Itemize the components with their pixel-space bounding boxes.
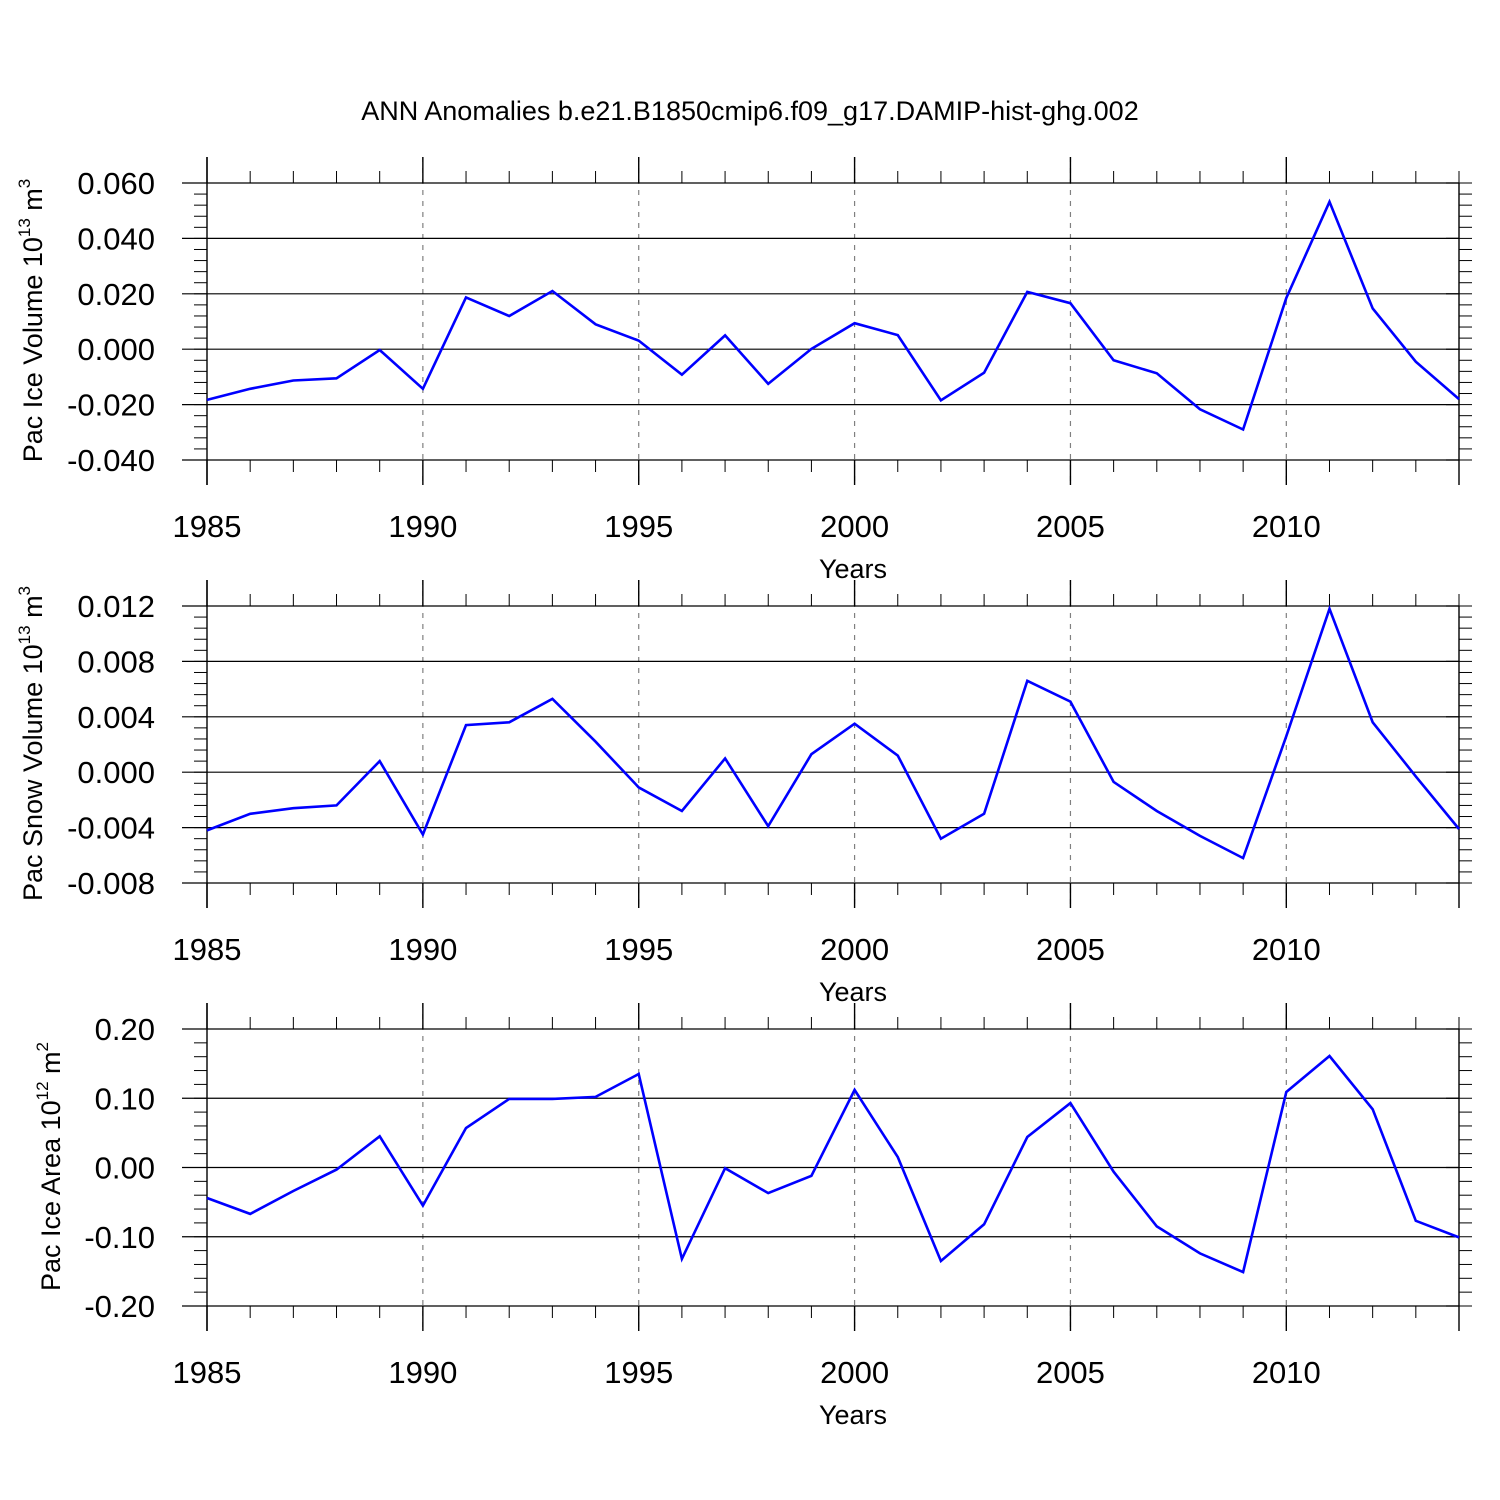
x-tick-label: 2000: [820, 1355, 889, 1390]
x-tick-label: 1995: [604, 932, 673, 967]
x-tick-label: 1990: [388, 1355, 457, 1390]
y-tick-label: 0.10: [95, 1081, 155, 1116]
panel-1: -0.040 -0.020 0.000 0.020 0.040 0.060 1985 1990…: [15, 157, 1472, 584]
x-tick-label: 1990: [388, 932, 457, 967]
y-tick-label: 0.040: [77, 221, 155, 256]
panel-2: -0.008 -0.004 0.000 0.004 0.008 0.012 1985 1990…: [15, 580, 1472, 1007]
y-axis-label: Pac Ice Volume 1013 m3: [15, 179, 48, 463]
series-line: [206, 198, 1460, 432]
y-tick-label: -0.020: [67, 388, 155, 423]
y-tick-label: 0.060: [77, 166, 155, 201]
x-axis-label: Years: [819, 1400, 887, 1430]
y-tick-label: 0.020: [77, 277, 155, 312]
panels: -0.040 -0.020 0.000 0.020 0.040 0.060 1985 1990…: [15, 157, 1472, 1430]
y-tick-label: 0.012: [77, 589, 155, 624]
x-tick-label: 1995: [604, 509, 673, 544]
y-tick-label: 0.20: [95, 1012, 155, 1047]
y-axis-label: Pac Ice Area 1012 m2: [33, 1042, 66, 1291]
y-tick-label: 0.000: [77, 755, 155, 790]
y-tick-label: 0.008: [77, 644, 155, 679]
x-tick-label: 1985: [173, 1355, 242, 1390]
panel-3: -0.20 -0.10 0.00 0.10 0.20 1985 1990 1995 2000 20…: [33, 1003, 1472, 1430]
y-tick-label: -0.10: [84, 1220, 155, 1255]
x-tick-label: 2010: [1252, 932, 1321, 967]
y-tick-label: -0.040: [67, 443, 155, 478]
series-line: [206, 1054, 1460, 1274]
y-tick-label: 0.00: [95, 1151, 155, 1186]
x-tick-label: 2010: [1252, 509, 1321, 544]
x-tick-label: 2005: [1036, 932, 1105, 967]
x-tick-label: 1985: [173, 932, 242, 967]
x-tick-label: 2010: [1252, 1355, 1321, 1390]
y-tick-label: -0.008: [67, 866, 155, 901]
y-tick-label: -0.20: [84, 1289, 155, 1324]
x-tick-label: 2005: [1036, 1355, 1105, 1390]
x-tick-label: 2005: [1036, 509, 1105, 544]
x-axis-label: Years: [819, 977, 887, 1007]
x-tick-label: 1985: [173, 509, 242, 544]
x-tick-label: 2000: [820, 932, 889, 967]
x-tick-label: 1995: [604, 1355, 673, 1390]
x-axis-label: Years: [819, 554, 887, 584]
x-tick-label: 1990: [388, 509, 457, 544]
y-tick-label: 0.000: [77, 332, 155, 367]
x-tick-label: 2000: [820, 509, 889, 544]
y-tick-label: 0.004: [77, 700, 155, 735]
series-line: [206, 604, 1461, 860]
y-tick-label: -0.004: [67, 811, 155, 846]
y-axis-label: Pac Snow Volume 1013 m3: [15, 586, 48, 901]
figure-title: ANN Anomalies b.e21.B1850cmip6.f09_g17.D…: [361, 96, 1138, 126]
